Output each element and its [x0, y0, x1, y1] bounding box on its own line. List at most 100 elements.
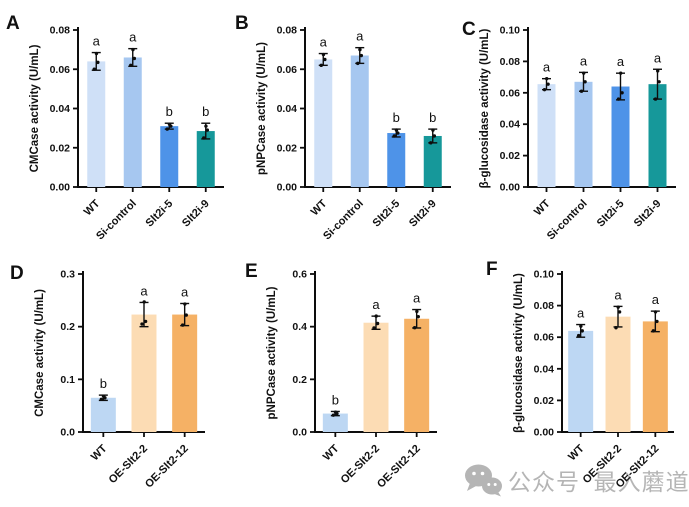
significance-letter: b [100, 376, 107, 391]
y-tick-label: 0.06 [534, 332, 555, 344]
watermark-text: 蘑道 [641, 469, 689, 495]
x-category-label: Slt2i-9 [407, 198, 439, 230]
data-point [167, 122, 172, 126]
y-tick-label: 0.00 [534, 427, 555, 439]
data-point [374, 314, 378, 318]
data-point [321, 52, 326, 57]
data-point [131, 47, 135, 52]
data-point [392, 134, 396, 138]
x-category-label: OE-Slt2-12 [375, 443, 423, 491]
panel-D: D 0.0 0.1 0.2 0.3 CMCase activity (U/mL) b WT a… [0, 254, 231, 507]
data-point [204, 124, 208, 128]
watermark-text: 最 [593, 469, 618, 495]
bar-Si-control [350, 55, 369, 188]
x-category-label: WT [89, 442, 110, 463]
data-point [616, 305, 620, 309]
data-point [546, 82, 550, 86]
bar-Slt2i-9 [423, 135, 442, 187]
y-tick-label: 0.2 [292, 374, 307, 386]
y-tick-label: 0.1 [60, 374, 75, 386]
significance-letter: a [140, 283, 148, 298]
x-category-label: Slt2i-9 [632, 198, 664, 230]
x-category-label: Slt2i-5 [595, 198, 627, 230]
y-tick-label: 0.0 [292, 427, 307, 439]
data-point [372, 326, 376, 330]
data-point [333, 410, 338, 414]
data-point [129, 63, 133, 68]
panel-E: E 0.0 0.2 0.4 0.6 pNPCase activity (U/mL) b WT… [229, 254, 460, 507]
y-tick-label: 0.08 [50, 25, 71, 37]
y-tick-label: 0.08 [500, 56, 521, 68]
bar-Si-control [123, 57, 142, 187]
x-category-label: Si-control [321, 198, 366, 243]
y-tick-label: 0.2 [60, 321, 75, 333]
data-point [180, 323, 185, 327]
data-point [614, 326, 618, 330]
data-point [582, 71, 586, 75]
data-point [576, 333, 581, 338]
bar-chart-cmcase-overexpression: 0.0 0.1 0.2 0.3 CMCase activity (U/mL) b WT a OE… [34, 269, 205, 491]
data-point [165, 127, 169, 131]
watermark: 公众号 · 最 入 蘑道 [464, 460, 689, 500]
significance-letter: a [413, 291, 421, 306]
data-point [545, 76, 549, 81]
y-tick-label: 0.04 [277, 103, 298, 115]
panel-label: A [6, 13, 20, 34]
data-point [542, 87, 547, 92]
y-tick-label: 0.04 [50, 103, 71, 115]
significance-letter: a [181, 284, 189, 299]
y-axis-title: CMCase activity (U/mL) [29, 44, 41, 172]
data-point [657, 80, 661, 84]
data-point [184, 313, 188, 317]
data-point [375, 321, 380, 326]
x-category-label: Slt2i-5 [144, 198, 176, 230]
significance-letter: a [652, 292, 660, 307]
bar-WT [314, 59, 333, 187]
wechat-icon [465, 464, 502, 497]
data-point [651, 329, 656, 333]
panel-B: B 0.00 0.02 0.04 0.06 0.08 pNPCase activity (… [229, 0, 460, 253]
bar-Slt2i-9 [196, 131, 215, 187]
panel-C: C 0.00 0.02 0.04 0.06 0.08 0.10 β-glucosidase … [458, 0, 689, 253]
bar-chart-pnpcase-overexpression: 0.0 0.2 0.4 0.6 pNPCase activity (U/mL) b WT a O… [266, 269, 437, 491]
significance-letter: a [356, 29, 364, 44]
x-category-label: Slt2i-9 [180, 198, 212, 230]
data-point [620, 91, 624, 95]
significance-letter: a [654, 50, 662, 65]
x-category-label: WT [566, 442, 587, 463]
data-point [101, 394, 106, 398]
panel-label: D [10, 263, 24, 284]
data-point [331, 413, 336, 417]
data-point [94, 51, 99, 56]
bar-Slt2i-5 [387, 133, 406, 187]
data-point [583, 80, 587, 84]
x-category-label: Si-control [545, 198, 590, 243]
y-tick-label: 0.08 [534, 300, 555, 312]
data-point [431, 128, 435, 132]
x-category-label: OE-Slt2-12 [143, 443, 191, 491]
bar-OE-Slt2-12 [642, 321, 668, 432]
data-point [616, 97, 621, 101]
data-point [356, 61, 360, 66]
significance-letter: a [577, 306, 585, 321]
y-tick-label: 0.00 [500, 182, 521, 194]
y-tick-label: 0.00 [50, 182, 71, 194]
data-point [358, 47, 362, 52]
data-point [416, 314, 420, 319]
x-category-label: WT [532, 197, 553, 218]
data-point [140, 322, 144, 326]
data-point [655, 319, 659, 324]
data-point [183, 302, 187, 306]
bar-Slt2i-9 [648, 84, 667, 187]
significance-letter: b [332, 392, 339, 407]
significance-letter: a [372, 297, 380, 312]
bar-WT [87, 61, 106, 187]
panel-label: E [245, 261, 258, 282]
bar-chart-bglucosidase-overexpression: 0.00 0.02 0.04 0.06 0.08 0.10 β-glucosidase ac… [513, 269, 674, 490]
panel-F: F 0.00 0.02 0.04 0.06 0.08 0.10 β-glucosidase … [458, 254, 689, 507]
significance-letter: a [614, 287, 622, 302]
y-tick-label: 0.02 [277, 142, 298, 154]
x-category-label: OE-Slt2-2 [339, 443, 382, 486]
y-tick-label: 0.3 [60, 269, 75, 281]
y-tick-label: 0.04 [534, 363, 555, 375]
